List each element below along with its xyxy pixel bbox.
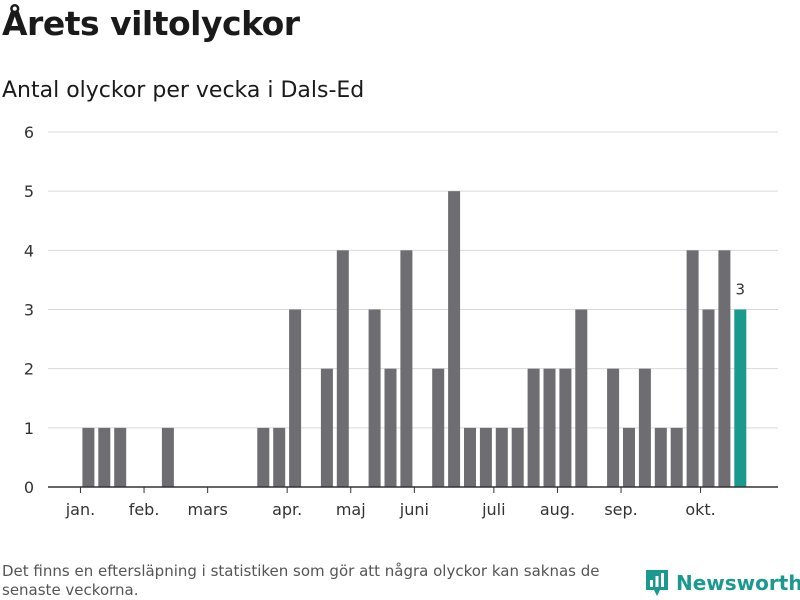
newsworthy-logo-icon <box>646 570 668 596</box>
bar <box>623 427 635 487</box>
bar <box>638 368 651 487</box>
bar <box>511 427 524 487</box>
bar <box>479 427 492 487</box>
y-tick-label: 1 <box>24 419 34 438</box>
bar <box>575 309 588 487</box>
bar <box>607 368 620 487</box>
bar <box>718 250 731 487</box>
x-tick-label: sep. <box>604 500 637 519</box>
footnote: Det finns en eftersläpning i statistiken… <box>2 562 600 599</box>
bar <box>336 250 349 487</box>
bar <box>82 427 95 487</box>
chart-title: Årets viltolyckor <box>2 4 300 43</box>
x-tick-label: apr. <box>272 500 302 519</box>
y-tick-label: 3 <box>24 301 34 320</box>
bar <box>654 427 667 487</box>
chart-subtitle: Antal olyckor per vecka i Dals-Ed <box>2 78 365 103</box>
bar <box>432 368 445 487</box>
y-tick-label: 0 <box>24 478 34 497</box>
bar <box>527 368 540 487</box>
bar <box>448 191 461 487</box>
bar <box>464 427 476 487</box>
bar <box>273 427 286 487</box>
x-axis-ticks: jan. feb. mars apr. maj juni juli aug. sep. okt. <box>65 487 716 519</box>
bar-highlight <box>734 309 747 487</box>
bar <box>98 427 111 487</box>
x-tick-label: juli <box>481 500 505 519</box>
y-tick-label: 6 <box>24 123 34 142</box>
bars <box>82 191 747 487</box>
bar <box>702 309 715 487</box>
bar <box>495 427 508 487</box>
x-tick-label: okt. <box>685 500 715 519</box>
brand-logo: Newsworthy <box>644 568 800 598</box>
gridlines <box>48 131 778 429</box>
y-axis-ticks: 0 1 2 3 4 5 6 <box>24 123 34 497</box>
highlight-data-label: 3 <box>736 281 746 299</box>
x-tick-label: juni <box>399 500 429 519</box>
bar <box>114 427 127 487</box>
x-tick-label: mars <box>187 500 227 519</box>
bar <box>320 368 333 487</box>
bar <box>257 427 270 487</box>
y-tick-label: 2 <box>24 360 34 379</box>
bar <box>368 309 381 487</box>
bar <box>670 427 683 487</box>
x-tick-label: feb. <box>129 500 160 519</box>
y-tick-label: 4 <box>24 241 34 260</box>
bar <box>543 368 556 487</box>
bar <box>686 250 699 487</box>
bar <box>559 368 572 487</box>
x-tick-label: maj <box>336 500 366 519</box>
y-tick-label: 5 <box>24 182 34 201</box>
x-tick-label: jan. <box>65 500 95 519</box>
bar-chart: 0 1 2 3 4 5 6 jan. feb. mars apr. maj juni juli aug. s… <box>24 123 778 519</box>
bar <box>400 250 413 487</box>
brand-name: Newsworthy <box>676 571 800 595</box>
bar <box>161 427 174 487</box>
bar <box>384 368 397 487</box>
x-tick-label: aug. <box>540 500 575 519</box>
bar <box>289 309 302 487</box>
